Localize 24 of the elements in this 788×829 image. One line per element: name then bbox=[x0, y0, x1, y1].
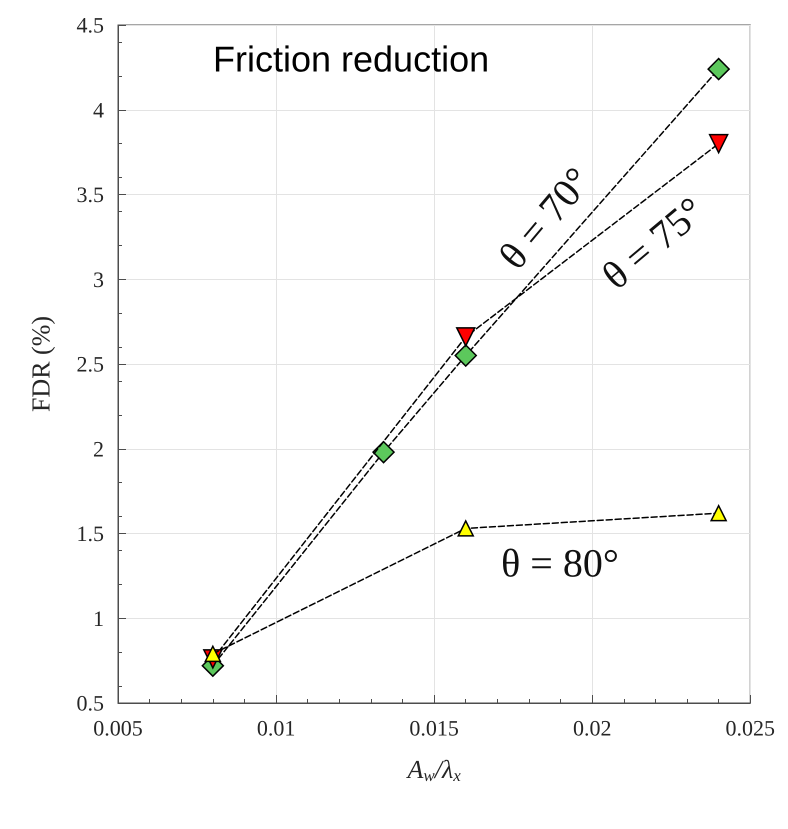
y-tick-label: 2.5 bbox=[76, 352, 104, 376]
x-tick-label: 0.025 bbox=[726, 716, 775, 740]
y-tick-label: 2 bbox=[93, 436, 104, 462]
y-tick-label: 3 bbox=[93, 266, 104, 292]
point bbox=[456, 327, 476, 347]
point bbox=[457, 520, 474, 537]
y-tick-label: 1.5 bbox=[76, 521, 104, 546]
annotation: θ = 80° bbox=[501, 540, 619, 586]
x-tick-label: 0.01 bbox=[256, 716, 296, 740]
point bbox=[454, 344, 477, 367]
point bbox=[710, 504, 727, 522]
point bbox=[708, 134, 728, 154]
y-tick-label: 4.5 bbox=[76, 12, 104, 38]
x-tick-label: 0.015 bbox=[409, 716, 459, 740]
y-tick-label: 3.5 bbox=[76, 182, 104, 207]
x-tick-label: 0.005 bbox=[93, 716, 143, 740]
y-tick-label: 0.5 bbox=[76, 690, 104, 716]
y-tick-label: 1 bbox=[93, 606, 104, 631]
point bbox=[372, 440, 395, 464]
y-tick-label: 4 bbox=[93, 97, 104, 122]
y-axis-title: FDR (%) bbox=[26, 316, 56, 412]
chart-title: Friction reduction bbox=[213, 38, 490, 80]
point bbox=[707, 58, 730, 80]
x-tick-label: 0.02 bbox=[572, 716, 612, 740]
